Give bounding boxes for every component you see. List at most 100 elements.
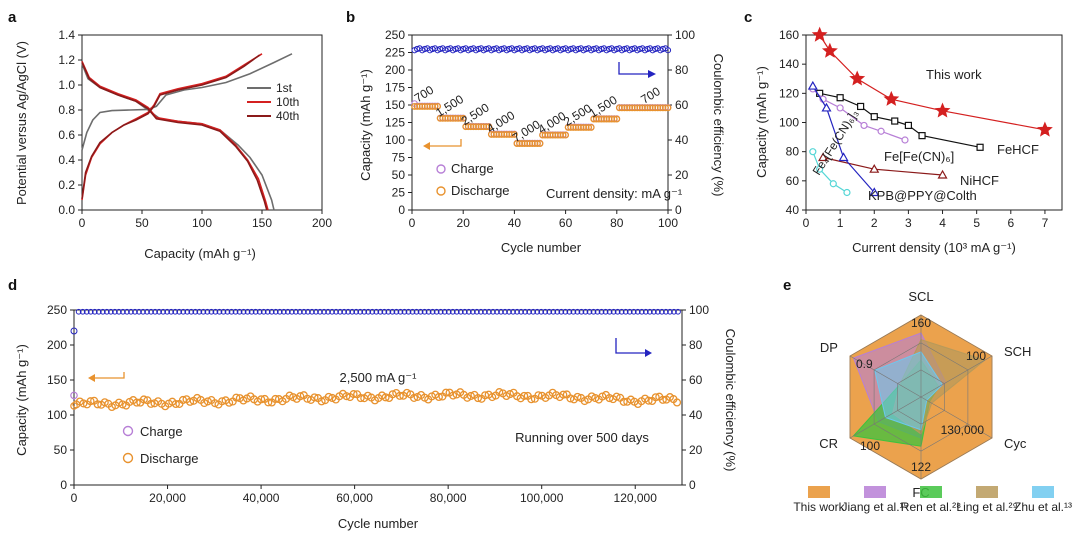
c-xtick-label: 0 [803, 216, 810, 230]
ce-point [675, 308, 681, 315]
ce-point [397, 308, 404, 315]
ce-point [99, 308, 106, 315]
ce-point [232, 308, 239, 315]
d-xtick-label: 120,000 [614, 491, 658, 505]
legend-swatch-Jiang et al.¹⁵ [864, 486, 886, 498]
b-ytick-label: 200 [385, 63, 405, 77]
ce-point [91, 308, 98, 315]
ce-point [606, 308, 613, 315]
ce-point [140, 308, 146, 315]
c-xtick-label: 4 [939, 216, 946, 230]
radar-axis-value-FC: 122 [911, 460, 931, 474]
ce-point [345, 308, 352, 315]
star-marker [1037, 121, 1053, 137]
series-label-fefecn6: Fe[Fe(CN)₆] [884, 149, 954, 164]
ce-point [160, 308, 167, 315]
b-y2tick-label: 20 [675, 168, 689, 182]
ce-point [618, 308, 625, 315]
ce-point [453, 308, 460, 315]
ce-point [132, 308, 138, 315]
discharge-point [381, 393, 390, 402]
discharge-point [481, 391, 490, 400]
panel-d-label: d [8, 277, 17, 294]
discharge-point [409, 393, 419, 402]
ce-point [168, 308, 175, 315]
legend-label-Ren et al.²⁸: Ren et al.²⁸ [901, 500, 961, 514]
ce-point [361, 308, 368, 315]
d-y2tick-label: 60 [689, 373, 703, 387]
ce-point [417, 308, 424, 315]
radar-axis-label-CR: CR [819, 436, 838, 451]
panel-d-rate-annotation: 2,500 mA g⁻¹ [340, 370, 418, 385]
legend-label-Ling et al.²⁹: Ling et al.²⁹ [956, 500, 1017, 514]
triangle-marker [869, 163, 880, 173]
ce-point [510, 308, 516, 315]
b-ytick-label: 75 [392, 151, 406, 165]
panel-d-ylabel: Capacity (mAh g⁻¹) [14, 344, 29, 456]
discharge-point [178, 395, 188, 405]
a-ytick-label: 1.2 [58, 53, 75, 67]
panel-d-capacity-markers [70, 388, 682, 412]
ce-point [252, 308, 259, 315]
b-ytick-label: 225 [385, 46, 405, 60]
discharge-point [672, 398, 682, 407]
discharge-point [612, 392, 621, 401]
ce-point [389, 308, 396, 315]
radar-axis-value-Cyc: 130,000 [941, 423, 985, 437]
ce-point [377, 308, 384, 315]
ce-point [164, 308, 171, 315]
c-xtick-label: 1 [837, 216, 844, 230]
d-xtick-label: 80,000 [430, 491, 467, 505]
ce-point [526, 308, 533, 315]
ce-point [288, 308, 295, 315]
ce-point [594, 308, 601, 315]
ce-point [642, 308, 649, 315]
panel-e: e SCL160SCH100Cyc130,000FC122CR100DP0.9 … [783, 277, 1072, 514]
star-marker [934, 102, 951, 118]
discharge-point [505, 390, 515, 399]
ce-point [626, 308, 633, 315]
discharge-point [664, 104, 672, 112]
b-ytick-label: 150 [385, 98, 405, 112]
ce-point [272, 308, 279, 315]
capacity-axis-arrow [428, 139, 462, 147]
panel-b-ylabel: Capacity (mAh g⁻¹) [358, 69, 373, 181]
panel-b-y2label: Coulombic efficiency (%) [711, 54, 726, 197]
a-xtick-label: 0 [79, 216, 86, 230]
ce-point [614, 308, 621, 315]
discharge-point [559, 390, 568, 399]
ce-point [192, 308, 199, 315]
ce-point [449, 308, 456, 315]
triangle-marker [807, 80, 818, 90]
panel-a-axes: 0 50 100 150 200 0.0 0.2 0.4 0.6 0.8 1.0 1.2 1.4 [58, 28, 332, 230]
ce-point [301, 308, 307, 315]
discharge-point [508, 130, 516, 138]
star-marker [821, 42, 838, 58]
circle-marker [816, 165, 824, 173]
panel-d-days-annotation: Running over 500 days [515, 430, 649, 445]
c-xtick-label: 6 [1007, 216, 1014, 230]
circle-marker [843, 188, 851, 197]
ce-point [582, 308, 589, 315]
discharge-point [651, 393, 660, 402]
discharge-point [118, 400, 127, 409]
circle-marker [877, 127, 885, 135]
ce-point [176, 308, 183, 315]
ce-point [498, 308, 504, 315]
panel-a-curves [81, 53, 293, 211]
ce-point [546, 308, 553, 315]
discharge-point [225, 398, 234, 407]
ce-point [196, 308, 203, 315]
ce-point [309, 308, 315, 315]
discharge-point [510, 130, 518, 138]
a-xtick-label: 200 [312, 216, 332, 230]
ce-point [111, 308, 118, 315]
c-ytick-label: 120 [779, 86, 799, 100]
ce-point [570, 308, 577, 315]
panel-d-efficiency-markers [70, 308, 681, 335]
d-xtick-label: 20,000 [149, 491, 186, 505]
